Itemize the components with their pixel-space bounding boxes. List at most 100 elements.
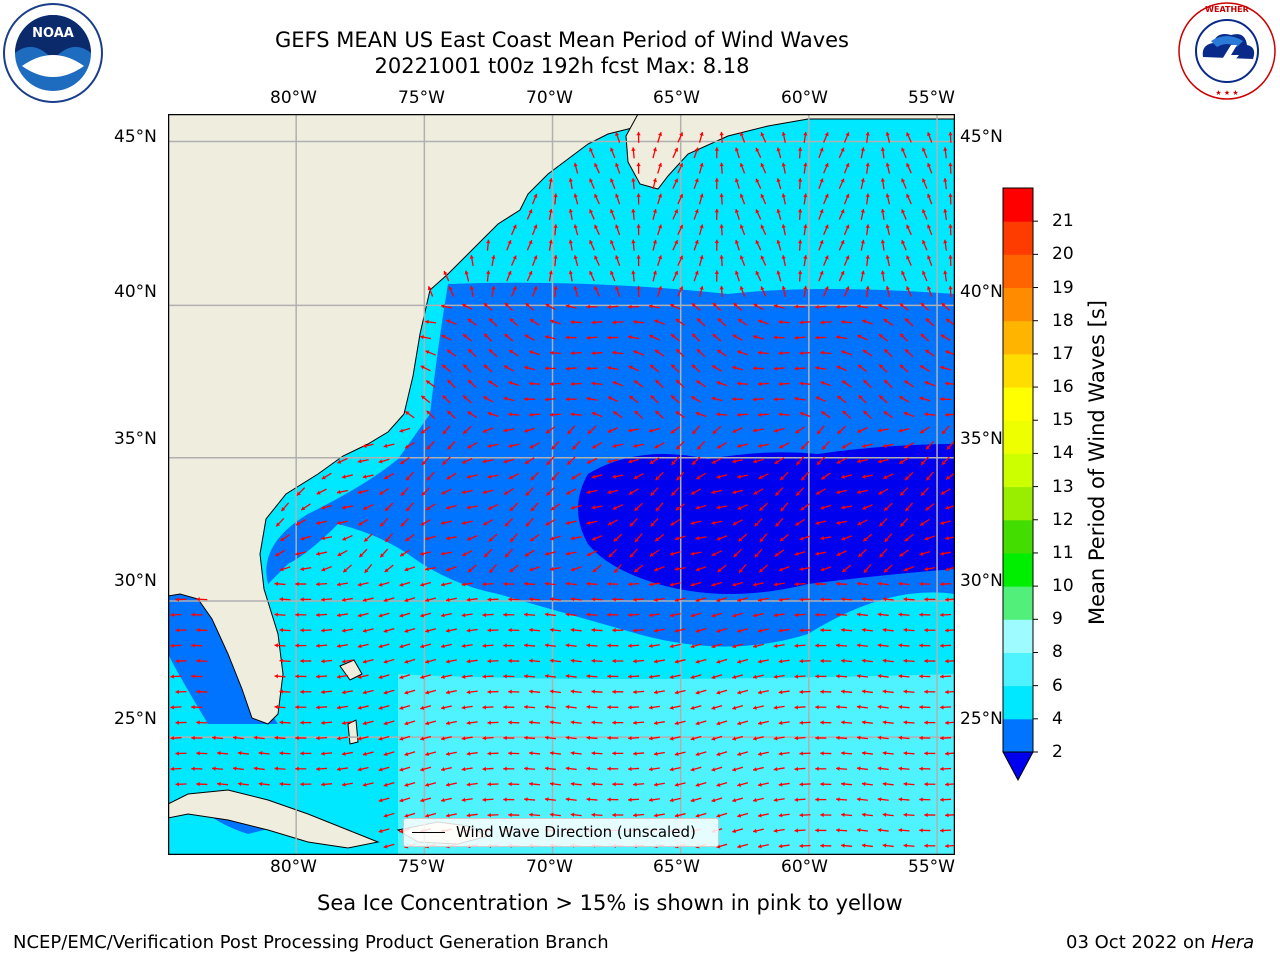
wave-direction-arrow: [732, 766, 744, 772]
wave-direction-arrow: [669, 797, 681, 803]
wave-direction-arrow: [794, 304, 806, 309]
wave-direction-arrow: [695, 504, 707, 510]
wave-direction-arrow: [690, 674, 702, 680]
wave-direction-arrow: [648, 736, 660, 741]
colorbar-swatch: [1003, 652, 1033, 687]
wave-direction-arrow: [794, 736, 806, 741]
wave-direction-arrow: [675, 348, 685, 358]
wave-direction-arrow: [815, 643, 827, 648]
wave-direction-arrow: [779, 442, 790, 449]
wave-direction-arrow: [878, 395, 888, 404]
wave-direction-arrow: [491, 285, 496, 297]
wave-direction-arrow: [776, 178, 782, 190]
wave-direction-arrow: [776, 147, 782, 159]
wave-direction-arrow: [482, 581, 494, 587]
colorbar-swatch: [1003, 453, 1033, 488]
lon-label-top-55w: 55°W: [908, 88, 955, 108]
wave-direction-arrow: [649, 457, 660, 465]
wave-direction-arrow: [815, 304, 827, 310]
wave-direction-arrow: [860, 147, 865, 159]
wave-direction-arrow: [841, 441, 852, 449]
wave-direction-arrow: [757, 751, 769, 756]
wave-direction-arrow: [882, 597, 894, 602]
wave-direction-arrow: [716, 812, 728, 818]
wave-direction-arrow: [531, 224, 538, 236]
wave-direction-arrow: [670, 426, 681, 434]
wave-direction-arrow: [469, 285, 474, 297]
wave-direction-arrow: [446, 319, 457, 325]
wave-direction-arrow: [487, 597, 499, 602]
wave-direction-arrow: [675, 379, 685, 389]
wave-direction-arrow: [823, 224, 829, 236]
wave-direction-arrow: [674, 813, 686, 818]
wave-direction-arrow: [799, 751, 811, 756]
colorbar-swatch: [1003, 320, 1033, 355]
wave-direction-arrow: [610, 239, 616, 251]
wave-direction-arrow: [795, 456, 805, 466]
wave-direction-arrow: [794, 396, 806, 401]
wave-direction-arrow: [483, 302, 493, 311]
colorbar-tick-label: 2: [1052, 742, 1063, 762]
wave-direction-arrow: [899, 364, 909, 373]
wave-direction-arrow: [466, 782, 478, 787]
wave-direction-arrow: [773, 797, 785, 803]
wave-direction-arrow: [739, 132, 746, 143]
wave-direction-arrow: [648, 612, 660, 618]
wave-direction-arrow: [924, 782, 936, 787]
wave-direction-arrow: [321, 689, 333, 695]
wave-direction-arrow: [488, 563, 498, 574]
wave-direction-arrow: [820, 843, 832, 848]
wave-direction-arrow: [628, 335, 640, 340]
wave-direction-arrow: [446, 472, 457, 480]
wave-direction-arrow: [674, 628, 686, 633]
wave-direction-arrow: [573, 193, 579, 205]
wave-direction-arrow: [781, 162, 786, 174]
wave-direction-arrow: [739, 162, 746, 174]
wave-direction-arrow: [482, 612, 494, 618]
wave-direction-arrow: [940, 581, 952, 587]
colorbar-swatch: [1003, 254, 1033, 289]
wave-direction-arrow: [674, 597, 686, 602]
wave-direction-arrow: [780, 502, 789, 512]
wave-direction-arrow: [633, 443, 645, 448]
wave-direction-arrow: [669, 303, 681, 310]
wave-direction-arrow: [753, 488, 764, 495]
colorbar-tick-label: 6: [1052, 675, 1063, 696]
wave-direction-arrow: [856, 735, 868, 740]
wave-direction-arrow: [841, 319, 853, 325]
wave-direction-arrow: [885, 224, 891, 236]
wave-direction-arrow: [797, 178, 803, 190]
wave-direction-arrow: [612, 689, 624, 694]
wave-direction-arrow: [843, 224, 850, 236]
wave-direction-arrow: [836, 489, 848, 495]
wave-direction-arrow: [503, 396, 515, 402]
wave-direction-arrow: [903, 720, 915, 725]
wave-direction-arrow: [524, 766, 536, 771]
wave-direction-arrow: [691, 364, 701, 373]
wave-direction-arrow: [524, 797, 536, 802]
wave-direction-arrow: [757, 381, 769, 387]
wave-direction-arrow: [425, 782, 437, 787]
wave-direction-arrow: [300, 535, 312, 541]
wave-direction-arrow: [733, 302, 743, 311]
wave-direction-arrow: [549, 566, 561, 572]
wave-direction-arrow: [508, 412, 520, 417]
lon-label-top-80w: 80°W: [270, 88, 317, 108]
wave-direction-arrow: [719, 255, 724, 267]
wave-direction-arrow: [714, 239, 719, 251]
wave-direction-arrow: [378, 674, 390, 680]
wave-direction-arrow: [544, 551, 556, 556]
wave-direction-arrow: [404, 597, 416, 603]
wave-direction-arrow: [820, 627, 832, 633]
wave-direction-arrow: [404, 781, 416, 787]
wave-direction-arrow: [671, 456, 680, 466]
wave-direction-arrow: [816, 425, 825, 435]
wave-direction-arrow: [903, 751, 915, 756]
wave-direction-arrow: [461, 736, 473, 741]
wave-direction-arrow: [773, 335, 785, 340]
wave-direction-arrow: [570, 381, 582, 387]
wave-direction-arrow: [341, 628, 353, 633]
wave-direction-arrow: [799, 381, 811, 386]
wave-direction-arrow: [565, 735, 577, 740]
wave-direction-arrow: [752, 582, 764, 587]
